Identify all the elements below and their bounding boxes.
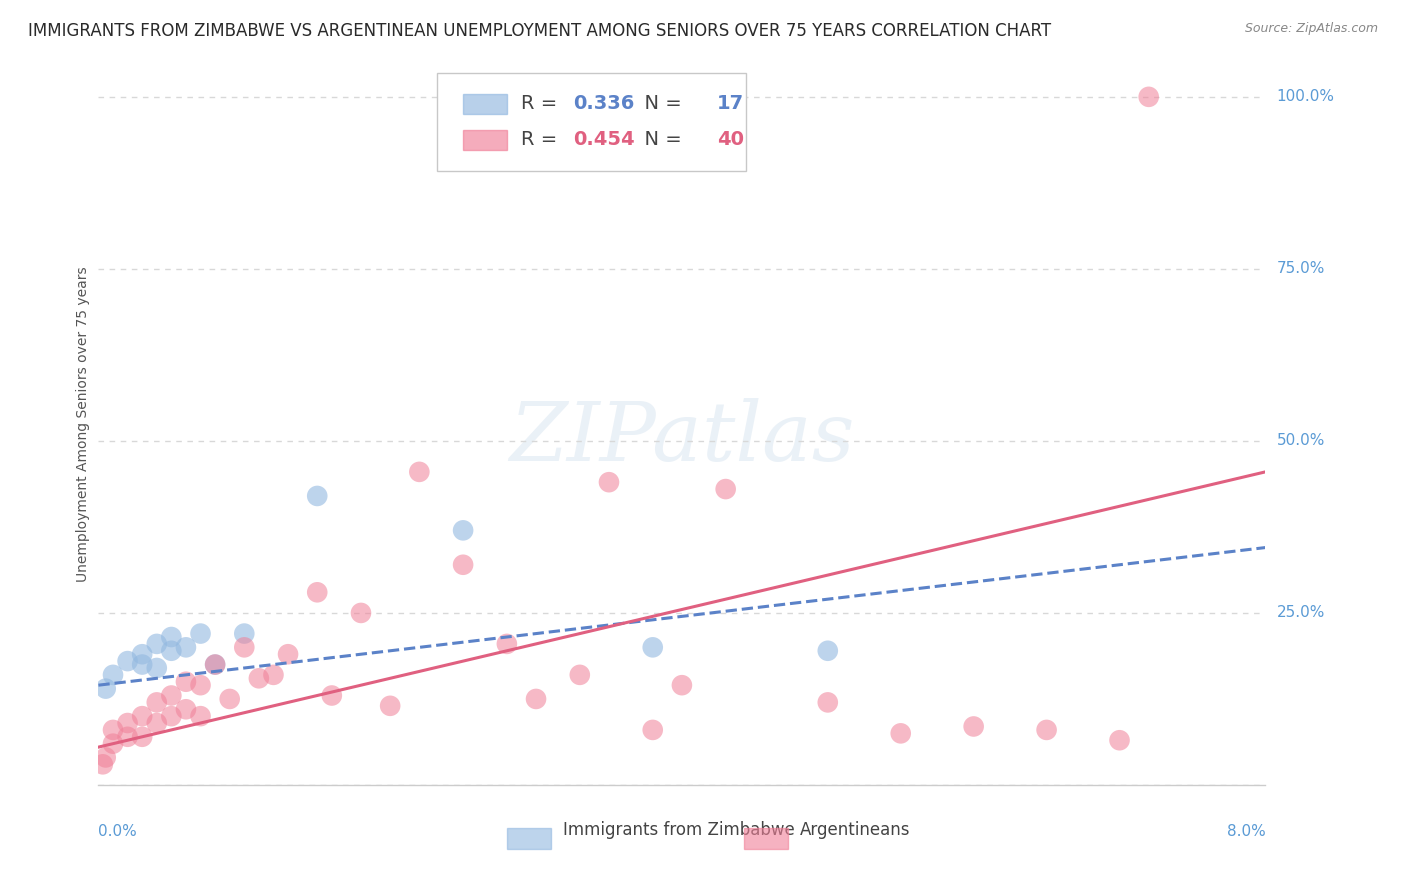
Point [218,692,240,706]
Point [204,657,226,672]
Point [598,475,620,490]
Point [94,681,117,696]
Point [146,695,169,709]
Point [146,716,169,731]
Point [146,661,169,675]
Point [190,709,212,723]
Point [190,678,212,692]
Text: N =: N = [631,95,688,113]
Text: N =: N = [631,130,688,149]
Point [568,668,591,682]
Point [94,750,117,764]
Point [101,737,124,751]
Point [321,689,343,703]
Point [277,647,299,661]
Text: 8.0%: 8.0% [1226,824,1265,838]
Point [131,657,153,672]
FancyBboxPatch shape [744,829,789,848]
Text: 40: 40 [717,130,744,149]
Text: 75.0%: 75.0% [1277,261,1324,277]
FancyBboxPatch shape [437,73,747,171]
Point [1035,723,1057,737]
FancyBboxPatch shape [463,94,508,114]
Point [101,668,124,682]
Point [714,482,737,496]
Point [160,689,183,703]
Text: 0.0%: 0.0% [98,824,138,838]
Point [350,606,373,620]
Text: ZIPatlas: ZIPatlas [509,398,855,478]
Text: Argentineans: Argentineans [800,822,910,839]
Point [890,726,912,740]
Point [817,695,839,709]
FancyBboxPatch shape [463,129,508,150]
Point [131,709,153,723]
Text: 100.0%: 100.0% [1277,89,1334,104]
Point [671,678,693,692]
Point [247,671,270,685]
Text: R =: R = [520,95,564,113]
Point [641,640,664,655]
Point [117,716,139,731]
Point [117,654,139,668]
Point [160,630,183,644]
Point [496,637,519,651]
Point [233,626,256,640]
Point [307,489,329,503]
Text: 17: 17 [717,95,744,113]
Text: Immigrants from Zimbabwe: Immigrants from Zimbabwe [562,822,794,839]
Point [101,723,124,737]
Point [160,644,183,658]
Text: 0.454: 0.454 [574,130,636,149]
Point [233,640,256,655]
Point [451,558,474,572]
Point [451,524,474,538]
Point [204,657,226,672]
Text: 50.0%: 50.0% [1277,434,1324,449]
Point [1108,733,1130,747]
Point [817,644,839,658]
Point [380,698,402,713]
Point [962,719,984,733]
Point [524,692,547,706]
Point [146,637,169,651]
Point [131,647,153,661]
Point [91,757,114,772]
Point [262,668,284,682]
FancyBboxPatch shape [508,829,551,848]
Point [117,730,139,744]
Point [1137,90,1160,104]
Point [190,626,212,640]
Point [160,709,183,723]
Point [174,640,197,655]
Point [174,702,197,716]
Point [408,465,430,479]
Text: 25.0%: 25.0% [1277,606,1324,621]
Point [174,674,197,689]
Point [131,730,153,744]
Text: Source: ZipAtlas.com: Source: ZipAtlas.com [1244,22,1378,36]
Y-axis label: Unemployment Among Seniors over 75 years: Unemployment Among Seniors over 75 years [76,266,90,582]
Text: R =: R = [520,130,564,149]
Point [307,585,329,599]
Text: 0.336: 0.336 [574,95,634,113]
Point [641,723,664,737]
Text: IMMIGRANTS FROM ZIMBABWE VS ARGENTINEAN UNEMPLOYMENT AMONG SENIORS OVER 75 YEARS: IMMIGRANTS FROM ZIMBABWE VS ARGENTINEAN … [28,22,1052,40]
